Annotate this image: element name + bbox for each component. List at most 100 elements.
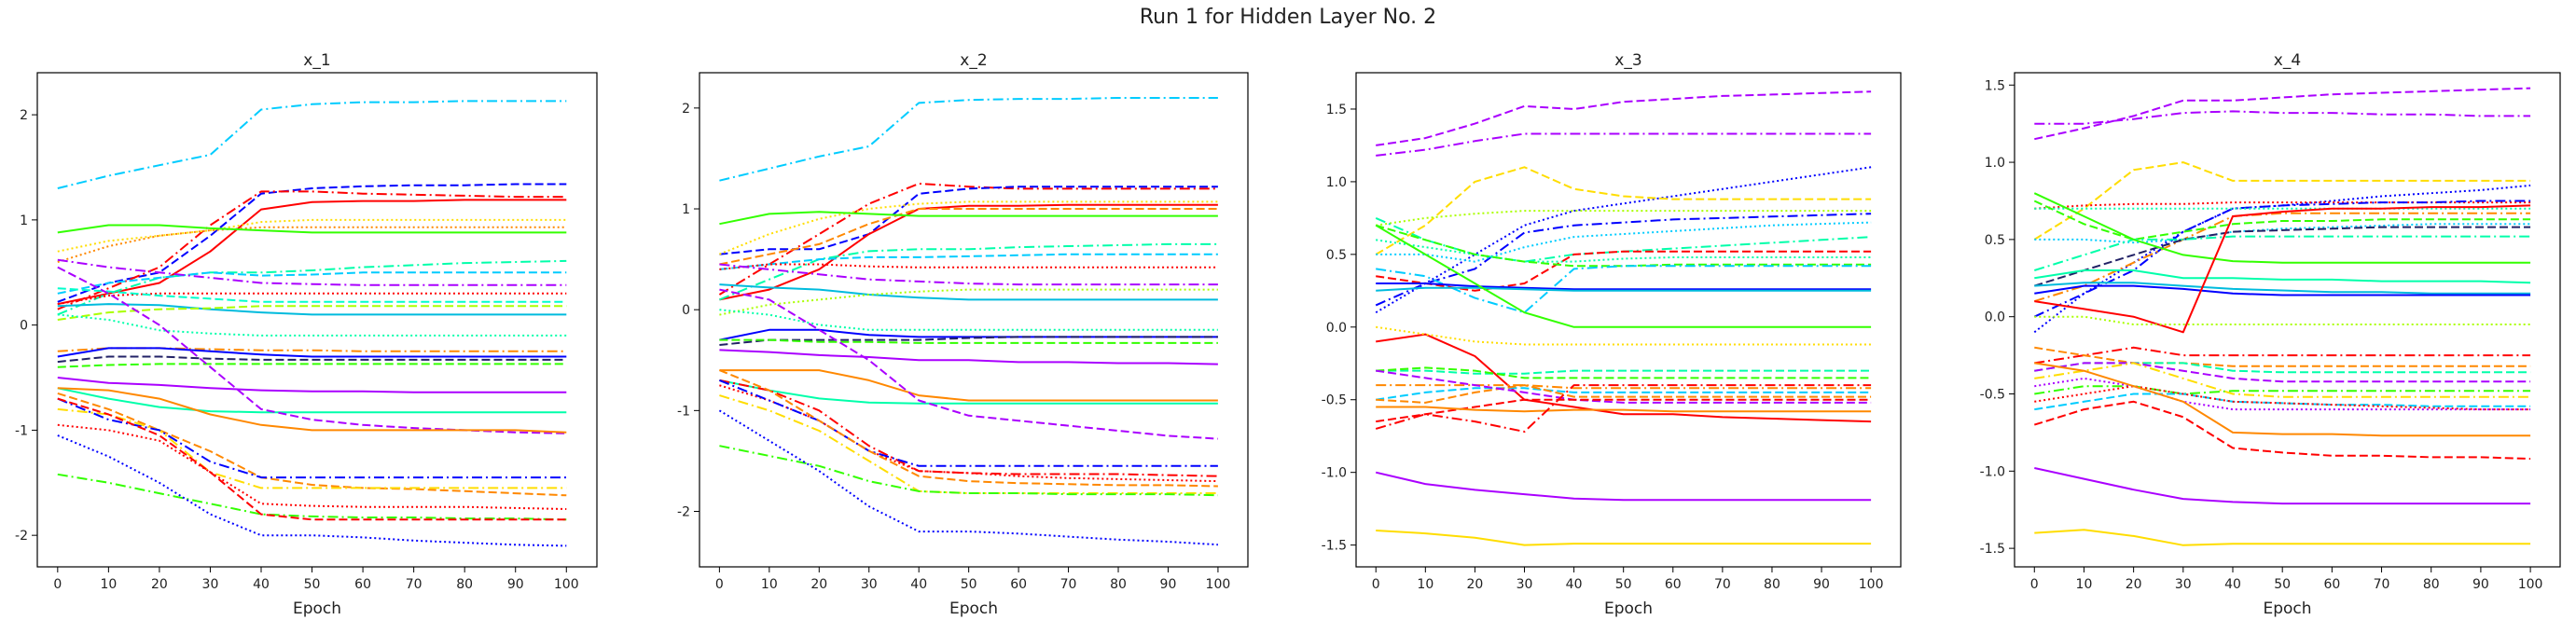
- series-line-25: [719, 369, 1218, 488]
- series-line-22: [2034, 362, 2531, 383]
- series-line-19: [719, 369, 1218, 402]
- x-tick-label: 40: [1566, 577, 1583, 592]
- x-axis-label: Epoch: [1604, 599, 1653, 618]
- series-group: [57, 100, 567, 547]
- series-line-27: [1375, 471, 1872, 502]
- series-line-29: [57, 397, 567, 521]
- x-tick-label: 70: [1714, 577, 1731, 592]
- x-tick-label: 10: [761, 577, 778, 592]
- series-line-21: [719, 288, 1218, 440]
- y-tick-label: -1.5: [1980, 542, 2005, 557]
- series-line-21: [57, 387, 567, 414]
- series-line-14: [2034, 269, 2531, 284]
- series-line-15: [1375, 224, 1872, 328]
- x-tick-label: 40: [253, 577, 270, 592]
- series-line-7: [1376, 221, 1872, 263]
- x-tick-label: 90: [507, 577, 524, 592]
- subplot-4: 0 10 20 30 40 50 60 70 80 90 100 -1.5 -1.0 -0.5 0.0 0.5…: [1980, 51, 2561, 618]
- series-line-10: [2034, 223, 2531, 244]
- x-tick-label: 0: [715, 577, 724, 592]
- x-tick-label: 40: [2224, 577, 2241, 592]
- y-tick-label: 2: [682, 102, 690, 117]
- series-line-10: [719, 263, 1218, 270]
- series-line-10: [57, 258, 567, 286]
- x-tick-label: 100: [1206, 577, 1231, 592]
- subplot-title: x_2: [960, 51, 987, 70]
- x-tick-label: 30: [2175, 577, 2192, 592]
- series-line-7: [719, 211, 1218, 226]
- y-tick-label: 1: [682, 202, 690, 217]
- x-tick-label: 0: [1372, 577, 1380, 592]
- y-tick-label: 0.5: [1326, 248, 1347, 263]
- x-axis-label: Epoch: [293, 599, 341, 618]
- x-tick-label: 50: [1615, 577, 1632, 592]
- x-tick-label: 30: [202, 577, 219, 592]
- subplot-title: x_4: [2274, 51, 2301, 70]
- x-tick-label: 90: [1813, 577, 1830, 592]
- series-line-28: [718, 409, 1218, 546]
- x-axis-label: Epoch: [2263, 599, 2311, 618]
- y-tick-label: -1: [15, 423, 28, 438]
- x-axis-label: Epoch: [949, 599, 998, 618]
- series-line-19: [57, 363, 567, 368]
- x-tick-label: 20: [2126, 577, 2142, 592]
- series-line-9: [2033, 200, 2531, 241]
- series-line-2: [718, 183, 1218, 296]
- plot-frame: [2014, 72, 2561, 568]
- x-tick-label: 50: [961, 577, 977, 592]
- series-line-6: [57, 226, 567, 263]
- series-line-29: [2034, 400, 2531, 461]
- figure-title: Run 1 for Hidden Layer No. 2: [1139, 6, 1437, 29]
- series-line-21: [2034, 362, 2531, 374]
- series-line-18: [2034, 315, 2531, 325]
- x-tick-label: 90: [1160, 577, 1177, 592]
- series-line-16: [1376, 333, 1872, 423]
- series-line-1: [719, 97, 1218, 182]
- subplot-3: 0 10 20 30 40 50 60 70 80 90 100 -1.5 -1.0 -0.5 0.0 0.5…: [1322, 51, 1902, 618]
- x-tick-label: 10: [2076, 577, 2093, 592]
- series-line-8: [57, 259, 567, 316]
- series-line-12: [57, 287, 567, 303]
- series-line-23: [719, 379, 1218, 477]
- series-line-17: [1376, 325, 1872, 346]
- series-line-21: [1376, 387, 1872, 401]
- series-line-9: [57, 271, 567, 295]
- series-line-26: [2034, 385, 2531, 411]
- series-line-25: [1376, 406, 1872, 413]
- y-tick-label: 1.5: [1326, 103, 1347, 117]
- plot-frame: [36, 72, 598, 568]
- series-line-15: [57, 313, 567, 337]
- series-line-24: [2034, 362, 2531, 398]
- series-line-14: [1376, 286, 1872, 292]
- series-line-11: [719, 263, 1218, 286]
- series-line-25: [2034, 393, 2531, 411]
- series-line-26: [1375, 384, 1872, 433]
- series-line-8: [719, 242, 1218, 301]
- y-tick-label: -0.5: [1322, 393, 1347, 408]
- series-line-12: [2034, 235, 2531, 271]
- series-line-2: [1376, 132, 1872, 157]
- series-line-30: [57, 434, 567, 547]
- series-line-14: [57, 305, 567, 321]
- series-line-20: [1376, 384, 1872, 390]
- plot-frame: [1355, 72, 1902, 568]
- series-line-2: [57, 183, 567, 303]
- series-line-16: [719, 336, 1218, 346]
- series-line-5: [57, 218, 567, 253]
- series-line-1: [57, 100, 567, 189]
- series-line-17: [2034, 204, 2531, 334]
- series-line-24: [1376, 398, 1872, 423]
- x-tick-label: 10: [1417, 577, 1433, 592]
- series-line-13: [2033, 192, 2531, 264]
- x-tick-label: 50: [2274, 577, 2291, 592]
- series-line-1: [1376, 90, 1872, 146]
- series-line-24: [719, 379, 1218, 467]
- series-line-6: [2033, 200, 2531, 318]
- series-line-7: [57, 224, 567, 234]
- series-line-25: [57, 407, 567, 489]
- y-tick-label: 0.0: [1985, 310, 2005, 325]
- x-tick-label: 70: [2374, 577, 2390, 592]
- series-line-2: [2034, 110, 2531, 125]
- series-line-18: [57, 355, 567, 364]
- series-line-5: [719, 203, 1218, 301]
